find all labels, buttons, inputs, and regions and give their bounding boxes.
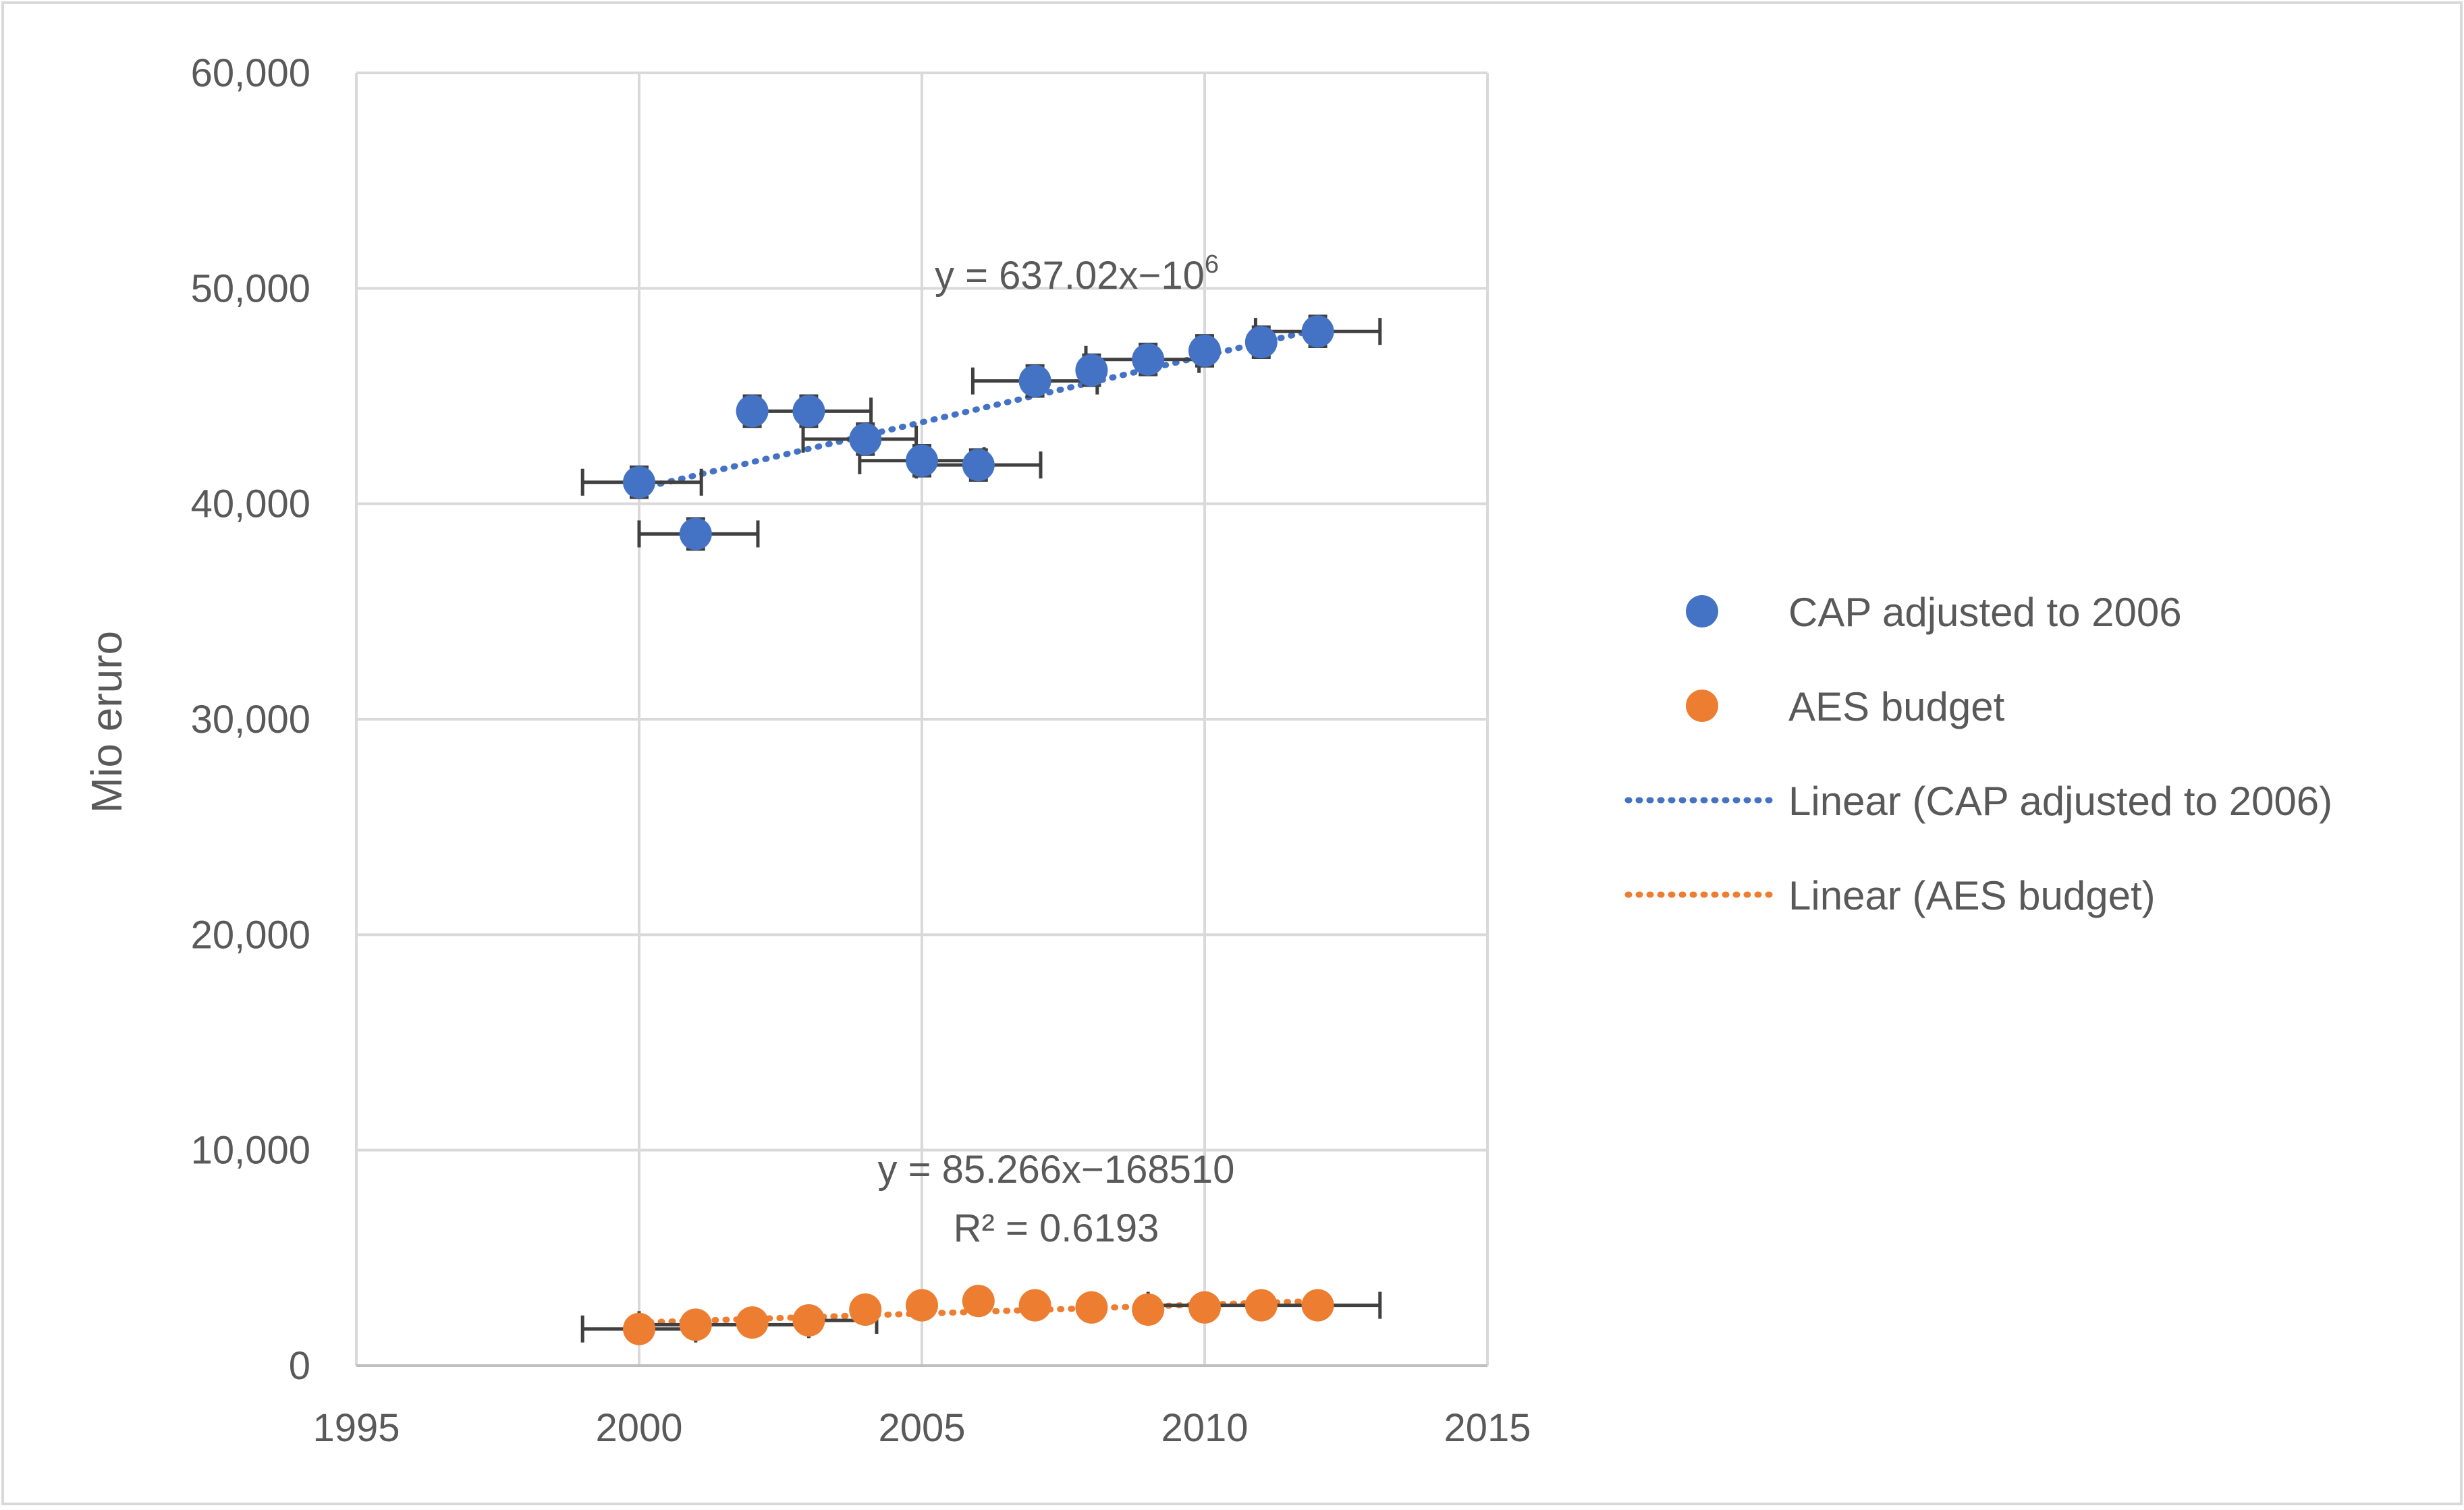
data-point xyxy=(736,395,769,428)
data-point xyxy=(906,444,938,477)
y-tick-label: 40,000 xyxy=(191,482,310,526)
legend: CAP adjusted to 2006 AES budget Linear (CA… xyxy=(1624,590,2332,918)
x-tick-label: 2005 xyxy=(878,1406,965,1450)
trendline-equations: y = 637.02x−106 y = 85.266x−168510 R² = 0.… xyxy=(878,250,1235,1250)
legend-label: Linear (AES budget) xyxy=(1788,873,2156,918)
data-point xyxy=(849,422,882,455)
data-point xyxy=(962,1285,995,1318)
data-point xyxy=(1018,1289,1051,1322)
data-point xyxy=(906,1289,938,1322)
data-point xyxy=(679,518,712,551)
legend-label: CAP adjusted to 2006 xyxy=(1788,590,2182,635)
y-axis-label: Mio eruro xyxy=(82,631,131,813)
x-tick-label: 2010 xyxy=(1161,1406,1248,1450)
data-point xyxy=(1301,315,1334,348)
legend-marker xyxy=(1686,690,1718,722)
y-tick-label: 60,000 xyxy=(191,51,310,95)
data-point xyxy=(792,1304,825,1337)
y-tick-label: 50,000 xyxy=(191,267,310,310)
legend-label: AES budget xyxy=(1788,684,2005,729)
y-tick-label: 10,000 xyxy=(191,1129,310,1173)
legend-label: Linear (CAP adjusted to 2006) xyxy=(1788,779,2332,824)
data-point xyxy=(623,1312,655,1345)
data-point xyxy=(792,395,825,428)
data-point xyxy=(1018,364,1051,397)
data-point xyxy=(736,1306,769,1339)
data-point xyxy=(1132,343,1165,376)
data-point xyxy=(1244,1289,1278,1322)
x-tick-label: 2015 xyxy=(1444,1406,1531,1450)
legend-marker xyxy=(1686,595,1718,627)
data-points xyxy=(623,315,1334,1345)
data-point xyxy=(1188,1291,1221,1324)
equation-exponent: 6 xyxy=(1205,250,1219,279)
x-tick-label: 1995 xyxy=(312,1406,400,1450)
data-point xyxy=(1301,1289,1334,1322)
trendline-r-squared-aes: R² = 0.6193 xyxy=(954,1206,1159,1250)
y-tick-label: 0 xyxy=(289,1344,310,1388)
data-point xyxy=(962,449,995,482)
data-point xyxy=(623,466,655,499)
data-point xyxy=(849,1293,882,1326)
data-point xyxy=(1075,354,1108,387)
data-point xyxy=(679,1308,712,1341)
y-tick-label: 30,000 xyxy=(191,698,310,742)
data-point xyxy=(1244,326,1278,359)
tick-labels: 1995 2000 2005 2010 2015 0 10,000 20,000 30,000 4… xyxy=(191,51,1531,1450)
y-tick-label: 20,000 xyxy=(191,913,310,957)
data-point xyxy=(1188,334,1221,367)
data-point xyxy=(1075,1291,1108,1324)
x-tick-label: 2000 xyxy=(595,1406,682,1450)
data-point xyxy=(1132,1293,1165,1326)
trendline-equation-aes: y = 85.266x−168510 xyxy=(878,1148,1235,1192)
trendline-equation-cap: y = 637.02x−106 xyxy=(935,250,1219,298)
